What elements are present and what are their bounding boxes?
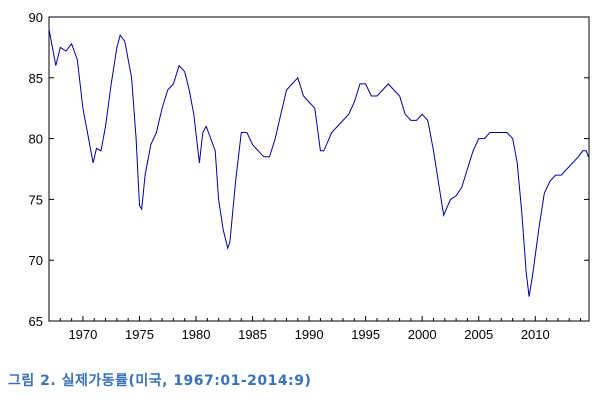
x-tick-label: 2010 (521, 327, 550, 342)
y-tick-label: 70 (29, 253, 43, 268)
y-tick-label: 65 (29, 314, 43, 329)
capacity-utilization-line (48, 29, 589, 297)
y-axis: 65 70 75 80 85 90 (29, 10, 589, 329)
x-tick-label: 1995 (351, 327, 380, 342)
y-tick-label: 90 (29, 10, 43, 25)
x-tick-label: 1990 (295, 327, 324, 342)
plot-frame (48, 16, 590, 322)
figure-caption: 그림 2. 실제가동률(미국, 1967:01-2014:9) (8, 373, 312, 389)
x-axis: 1970 1975 1980 1985 1990 1995 2000 2005 2010 (48, 316, 582, 342)
x-tick-label: 1985 (238, 327, 267, 342)
y-tick-label: 75 (29, 192, 43, 207)
y-tick-label: 85 (29, 71, 43, 86)
line-chart: 65 70 75 80 85 90 1970 1975 1980 1985 1990 1995 200… (29, 10, 590, 342)
x-tick-label: 2005 (464, 327, 493, 342)
x-tick-label: 1970 (68, 327, 97, 342)
x-tick-label: 2000 (408, 327, 437, 342)
x-tick-label: 1980 (182, 327, 211, 342)
y-tick-label: 80 (29, 132, 43, 147)
x-tick-label: 1975 (125, 327, 154, 342)
